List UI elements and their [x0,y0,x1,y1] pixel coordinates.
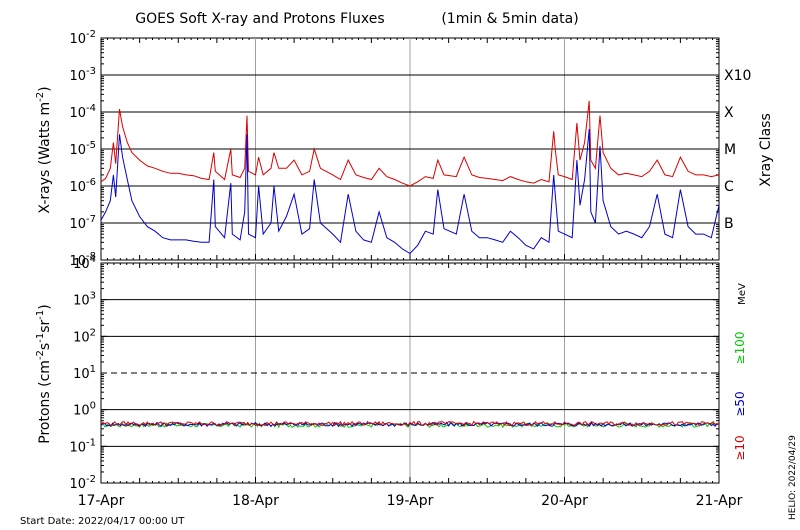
proton-y-tick-label: 10-2 [69,474,96,492]
proton-gridlines [101,263,719,483]
xray-y-tick-label: 10-8 [69,251,96,269]
xray-y-tick-label: 10-4 [69,103,96,121]
xray-y-axis-label: X-rays (Watts m-2) [35,86,53,213]
proton-energy-legend: ≥100 ≥50 ≥10 [733,332,747,461]
proton-y-ticks: 104 103 102 101 100 10-1 10-2 [69,254,719,492]
proton-y-tick-label: 103 [73,291,96,309]
xray-class-labels: X10 X M C B [724,68,751,232]
xray-class-label: X [724,105,734,121]
proton-y-axis-label: Protons (cm-2s-1sr-1) [35,304,53,443]
proton-y-tick-label: 100 [73,401,96,419]
energy-legend-item: ≥50 [733,391,747,416]
energy-legend-item: ≥10 [733,435,747,460]
helio-date-text: HELIO: 2022/04/29 [788,435,798,520]
proton-series-line [100,420,720,427]
proton-y-tick-label: 10-1 [69,437,96,455]
xray-y-tick-label: 10-3 [69,66,96,84]
xray-class-label: X10 [724,68,751,84]
xray-y-tick-label: 10-5 [69,140,96,158]
xray-y-tick-label: 10-6 [69,177,96,195]
x-tick-label: 20-Apr [541,493,588,509]
xray-y-tick-label: 10-7 [69,214,96,232]
xray-class-label: B [724,216,734,232]
xray-gridlines [101,38,719,260]
proton-y-tick-label: 101 [73,364,96,382]
x-axis-tick-labels: 17-Apr 18-Apr 19-Apr 20-Apr 21-Apr [78,38,743,509]
x-tick-label: 21-Apr [696,493,743,509]
xray-y-tick-label: 10-2 [69,29,96,47]
x-tick-label: 18-Apr [232,493,279,509]
xray-short-series-line [100,128,720,255]
xray-class-label: M [724,142,736,158]
xray-series-group [100,100,720,255]
proton-series-group [100,420,720,429]
xray-class-label: C [724,179,734,195]
xray-y-ticks: 10-2 10-3 10-4 10-5 10-6 10-7 10-8 [69,29,719,269]
xray-class-axis-title: Xray Class [758,113,774,187]
proton-y-tick-label: 102 [73,327,96,345]
proton-y-tick-label: 104 [73,254,96,272]
energy-legend-item: ≥100 [733,332,747,365]
chart-title: GOES Soft X-ray and Protons Fluxes [135,11,384,27]
x-tick-label: 17-Apr [78,493,125,509]
start-date-text: Start Date: 2022/04/17 00:00 UT [20,516,185,527]
energy-unit-label: MeV [737,283,748,305]
chart-title-note: (1min & 5min data) [441,11,578,27]
xray-long-series-line [100,100,720,187]
x-tick-label: 19-Apr [387,493,434,509]
